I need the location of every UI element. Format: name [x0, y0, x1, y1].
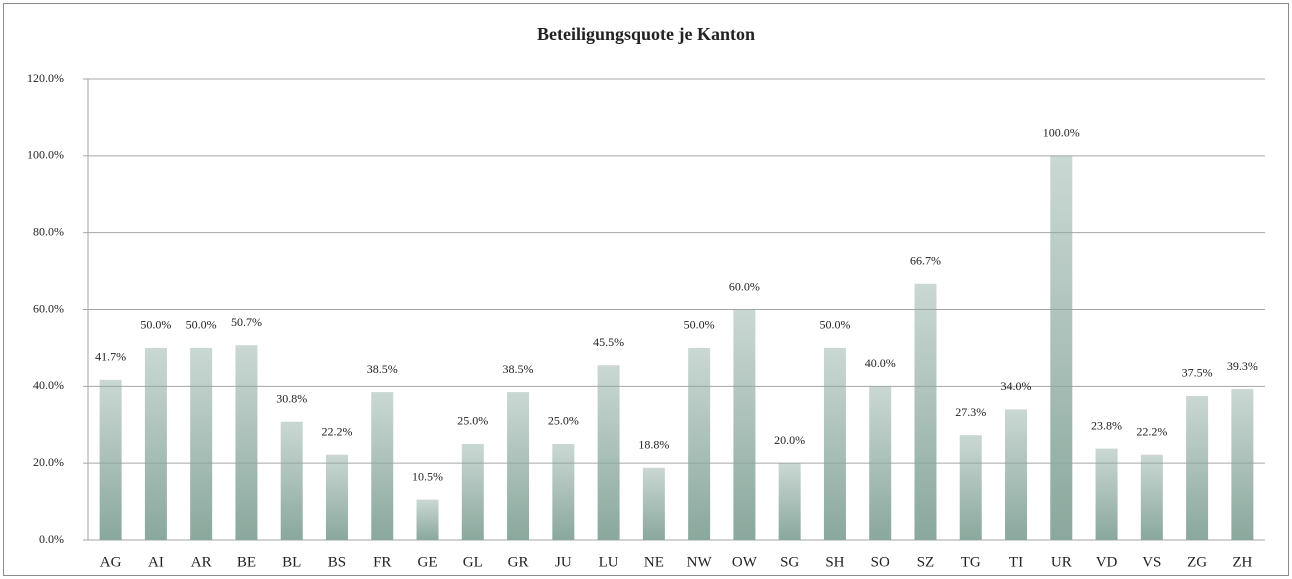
value-label: 66.7% [910, 254, 941, 268]
bar [371, 392, 394, 540]
x-tick-label: VD [1096, 554, 1118, 570]
value-label: 50.0% [140, 318, 171, 332]
value-label: 50.0% [684, 318, 715, 332]
bar [688, 347, 711, 540]
bar [1186, 395, 1209, 540]
value-label: 45.5% [593, 335, 624, 349]
bar [914, 283, 937, 540]
chart-title: Beteiligungsquote je Kanton [537, 24, 755, 44]
y-tick-label: 100.0% [27, 148, 64, 162]
bar [869, 386, 892, 540]
bar [235, 345, 258, 540]
bar [416, 499, 439, 540]
y-tick-label: 80.0% [33, 224, 64, 238]
value-label: 22.2% [321, 424, 352, 438]
bar [1140, 454, 1163, 540]
x-tick-label: LU [599, 554, 619, 570]
value-label: 50.0% [186, 318, 217, 332]
x-tick-label: GL [463, 554, 483, 570]
x-tick-label: ZG [1187, 554, 1207, 570]
value-label: 27.3% [955, 405, 986, 419]
value-label: 39.3% [1227, 359, 1258, 373]
value-label: 20.0% [774, 433, 805, 447]
bar [1005, 409, 1028, 540]
bar [144, 347, 167, 540]
y-tick-label: 40.0% [33, 378, 64, 392]
x-tick-label: BS [328, 554, 346, 570]
x-tick-label: BE [237, 554, 256, 570]
value-label: 50.7% [231, 315, 262, 329]
x-tick-label: ZH [1232, 554, 1252, 570]
value-label: 50.0% [819, 318, 850, 332]
x-tick-label: JU [555, 554, 572, 570]
x-tick-label: AR [191, 554, 212, 570]
x-tick-label: TG [961, 554, 981, 570]
value-label: 41.7% [95, 350, 126, 364]
x-tick-label: SZ [917, 554, 935, 570]
bar [280, 421, 303, 540]
value-label: 22.2% [1136, 424, 1167, 438]
y-tick-label: 60.0% [33, 301, 64, 315]
x-tick-label: NW [687, 554, 713, 570]
x-tick-label: AG [100, 554, 122, 570]
bar [461, 443, 484, 540]
x-tick-label: GR [508, 554, 529, 570]
x-tick-label: BL [282, 554, 301, 570]
x-tick-label: TI [1009, 554, 1023, 570]
bar [507, 392, 530, 540]
bar [642, 467, 665, 540]
x-tick-label: VS [1142, 554, 1161, 570]
bar [99, 379, 122, 540]
value-label: 38.5% [503, 362, 534, 376]
y-tick-label: 0.0% [39, 532, 64, 546]
x-tick-label: GE [418, 554, 438, 570]
y-tick-label: 120.0% [27, 71, 64, 85]
x-tick-label: FR [373, 554, 391, 570]
value-label: 37.5% [1182, 366, 1213, 380]
x-tick-label: SG [780, 554, 799, 570]
bar [1050, 155, 1073, 541]
value-label: 100.0% [1043, 126, 1080, 140]
value-label: 38.5% [367, 362, 398, 376]
bar [733, 309, 756, 540]
bar [597, 365, 620, 540]
value-label: 34.0% [1001, 379, 1032, 393]
value-label: 10.5% [412, 469, 443, 483]
x-tick-label: AI [148, 554, 164, 570]
value-label: 25.0% [548, 414, 579, 428]
bar [325, 454, 348, 540]
bar [1231, 389, 1254, 540]
value-label: 23.8% [1091, 418, 1122, 432]
y-tick-label: 20.0% [33, 455, 64, 469]
x-tick-label: UR [1051, 554, 1072, 570]
value-label: 25.0% [457, 414, 488, 428]
x-tick-label: SO [871, 554, 890, 570]
bar [778, 463, 801, 540]
bar [552, 443, 575, 540]
value-label: 18.8% [638, 438, 669, 452]
value-label: 30.8% [276, 391, 307, 405]
bar [190, 347, 213, 540]
x-tick-label: SH [825, 554, 844, 570]
bar [823, 347, 846, 540]
x-tick-label: NE [644, 554, 664, 570]
x-tick-label: OW [732, 554, 758, 570]
value-label: 60.0% [729, 279, 760, 293]
bar [1095, 448, 1118, 540]
value-label: 40.0% [865, 356, 896, 370]
bar [959, 435, 982, 540]
